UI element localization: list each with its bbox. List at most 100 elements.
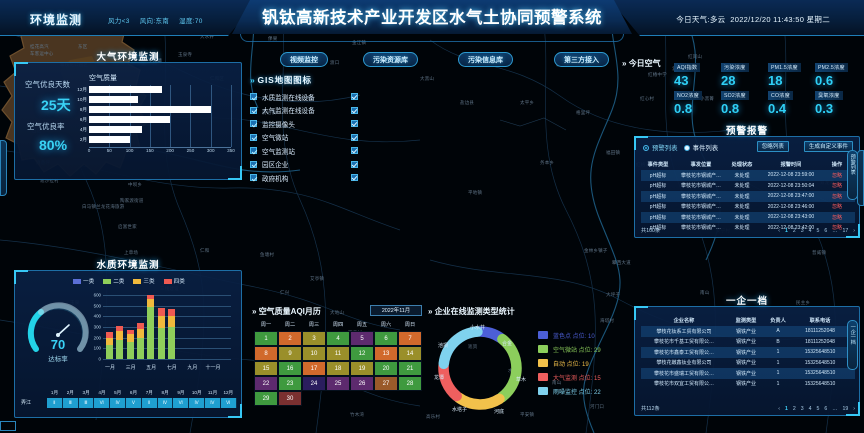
calendar-day-cell[interactable]: 12: [350, 346, 374, 361]
row-action-link[interactable]: 忽略: [831, 204, 842, 211]
page-next-icon[interactable]: ›: [853, 227, 855, 234]
table-row[interactable]: pH超标 攀枝花市钢城产… 未处理 2022-12-08 23:47:00 忽略: [641, 191, 855, 202]
page-link[interactable]: 6: [824, 405, 828, 412]
gis-layer-item[interactable]: 空气微站: [250, 131, 358, 145]
table-row[interactable]: 攀枝花市千基工贸有限公… 钢铁产业 B 18111252048: [641, 337, 855, 348]
table-row[interactable]: 攀枝花市盛瑞工贸有限公… 钢铁产业 1 15325648510: [641, 368, 855, 379]
weekday-label: 周四: [332, 322, 344, 328]
calendar-day-cell[interactable]: 24: [302, 376, 326, 391]
page-link[interactable]: 17: [842, 227, 849, 234]
calendar-day-cell[interactable]: 5: [350, 331, 374, 346]
gis-layer-item[interactable]: 园区企业: [250, 158, 358, 172]
ignore-list-button[interactable]: 忽略列表: [756, 141, 789, 152]
row-action-link[interactable]: 忽略: [831, 183, 842, 190]
calendar-day-cell[interactable]: 18: [326, 361, 350, 376]
page-link[interactable]: 4: [808, 405, 812, 412]
left-edge-handle[interactable]: [0, 140, 7, 196]
tab-1[interactable]: 污染资源库: [363, 52, 418, 67]
page-link[interactable]: …: [832, 405, 838, 412]
tab-0[interactable]: 视频监控: [280, 52, 328, 67]
calendar-day-cell[interactable]: 30: [278, 391, 302, 406]
table-row[interactable]: pH超标 攀枝花市钢城产… 未处理 2022-12-08 23:46:00 忽略: [641, 202, 855, 213]
calendar-day-cell[interactable]: 8: [254, 346, 278, 361]
page-link[interactable]: 2: [792, 405, 796, 412]
checkbox-checked-icon[interactable]: [351, 106, 358, 114]
gis-layer-item[interactable]: 水质监测在线设备: [250, 90, 358, 104]
table-cell: 15325648510: [804, 370, 836, 377]
calendar-day-cell[interactable]: 13: [374, 346, 398, 361]
table-row[interactable]: pH超标 攀枝花市钢城产… 未处理 2022-12-08 23:50:04 忽略: [641, 181, 855, 192]
calendar-day-cell[interactable]: 7: [398, 331, 422, 346]
row-action-link[interactable]: 忽略: [831, 172, 842, 179]
calendar-day-cell[interactable]: 28: [398, 376, 422, 391]
gis-layer-item[interactable]: 监控摄像头: [250, 117, 358, 131]
calendar-day-cell[interactable]: 23: [278, 376, 302, 391]
table-row[interactable]: 攀枝花市鑫泰工贸有限公… 钢铁产业 1 15325648510: [641, 347, 855, 358]
calendar-day-cell[interactable]: 17: [302, 361, 326, 376]
calendar-day-cell[interactable]: 1: [254, 331, 278, 346]
tab-3[interactable]: 第三方接入: [554, 52, 609, 67]
page-link[interactable]: 6: [824, 227, 828, 234]
map-label: 竹木湾: [350, 412, 365, 417]
radio-warning-list[interactable]: 预警列表: [643, 143, 678, 152]
page-link[interactable]: 5: [816, 227, 820, 234]
alarm-page-links[interactable]: ‹ 1 2 3 4 5 6 … 17 ›: [778, 228, 855, 234]
gis-layer-item[interactable]: 大气监测在线设备: [250, 104, 358, 118]
calendar-day-cell[interactable]: 21: [398, 361, 422, 376]
page-link[interactable]: 4: [808, 227, 812, 234]
page-link[interactable]: 3: [800, 227, 804, 234]
create-custom-event-button[interactable]: 生成自定义事件: [803, 141, 853, 152]
checkbox-checked-icon[interactable]: [351, 133, 358, 141]
row-action-link[interactable]: 忽略: [831, 214, 842, 221]
side-tab-enterprise-file[interactable]: 一企一档: [847, 320, 858, 370]
table-row[interactable]: 攀枝花钛系工贸有限公司 钢铁产业 A 18111252048: [641, 326, 855, 337]
gis-layer-item[interactable]: 空气监测站: [250, 144, 358, 158]
page-next-icon[interactable]: ›: [853, 405, 855, 412]
calendar-day-cell[interactable]: 19: [350, 361, 374, 376]
page-link[interactable]: 5: [816, 405, 820, 412]
page-link[interactable]: 1: [784, 227, 788, 234]
checkbox-checked-icon[interactable]: [351, 174, 358, 182]
page-link[interactable]: 2: [792, 227, 796, 234]
calendar-day-cell[interactable]: 27: [374, 376, 398, 391]
page-link[interactable]: 19: [842, 405, 849, 412]
tab-2[interactable]: 污染信息库: [458, 52, 513, 67]
table-row[interactable]: 攀枝花嫩鑫钛业有限公司 钢铁产业 1 15325648510: [641, 358, 855, 369]
table-row[interactable]: pH超标 攀枝花市钢城产… 未处理 2022-12-08 23:59:00 忽略: [641, 170, 855, 181]
row-action-link[interactable]: 忽略: [831, 225, 842, 232]
calendar-day-cell[interactable]: 3: [302, 331, 326, 346]
enterprise-page-links[interactable]: ‹ 1 2 3 4 5 6 … 19 ›: [778, 406, 855, 412]
checkbox-checked-icon[interactable]: [351, 93, 358, 101]
calendar-day-cell[interactable]: 25: [326, 376, 350, 391]
calendar-day-cell[interactable]: 14: [398, 346, 422, 361]
calendar-day-cell[interactable]: 9: [278, 346, 302, 361]
page-prev-icon[interactable]: ‹: [778, 227, 780, 234]
calendar-month-picker[interactable]: 2022年11月: [370, 305, 422, 316]
row-action-link[interactable]: 忽略: [831, 193, 842, 200]
calendar-day-cell[interactable]: 4: [326, 331, 350, 346]
calendar-day-cell[interactable]: 20: [374, 361, 398, 376]
table-row[interactable]: 攀枝花市双宜工贸有限公… 钢铁产业 1 15325648510: [641, 379, 855, 390]
page-prev-icon[interactable]: ‹: [778, 405, 780, 412]
right-edge-handle[interactable]: [857, 150, 864, 206]
checkbox-checked-icon[interactable]: [351, 160, 358, 168]
gis-layer-item[interactable]: 政府机构: [250, 171, 358, 185]
calendar-day-cell[interactable]: 6: [374, 331, 398, 346]
calendar-day-cell[interactable]: 16: [278, 361, 302, 376]
calendar-day-cell[interactable]: 22: [254, 376, 278, 391]
table-row[interactable]: pH超标 攀枝花市钢城产… 未处理 2022-12-08 23:43:00 忽略: [641, 212, 855, 223]
calendar-day-cell[interactable]: 10: [302, 346, 326, 361]
bar-segment: [167, 308, 175, 317]
checkbox-checked-icon[interactable]: [351, 120, 358, 128]
checkbox-checked-icon[interactable]: [351, 147, 358, 155]
calendar-day-cell[interactable]: 26: [350, 376, 374, 391]
radio-event-list[interactable]: 事件列表: [683, 143, 718, 152]
calendar-day-cell[interactable]: 15: [254, 361, 278, 376]
table-row[interactable]: pH超标 攀枝花市钢城产… 未处理 2022-12-08 23:42:00 忽略: [641, 223, 855, 234]
calendar-day-cell[interactable]: 29: [254, 391, 278, 406]
page-link[interactable]: …: [832, 227, 838, 234]
page-link[interactable]: 1: [784, 405, 788, 412]
page-link[interactable]: 3: [800, 405, 804, 412]
calendar-day-cell[interactable]: 2: [278, 331, 302, 346]
calendar-day-cell[interactable]: 11: [326, 346, 350, 361]
